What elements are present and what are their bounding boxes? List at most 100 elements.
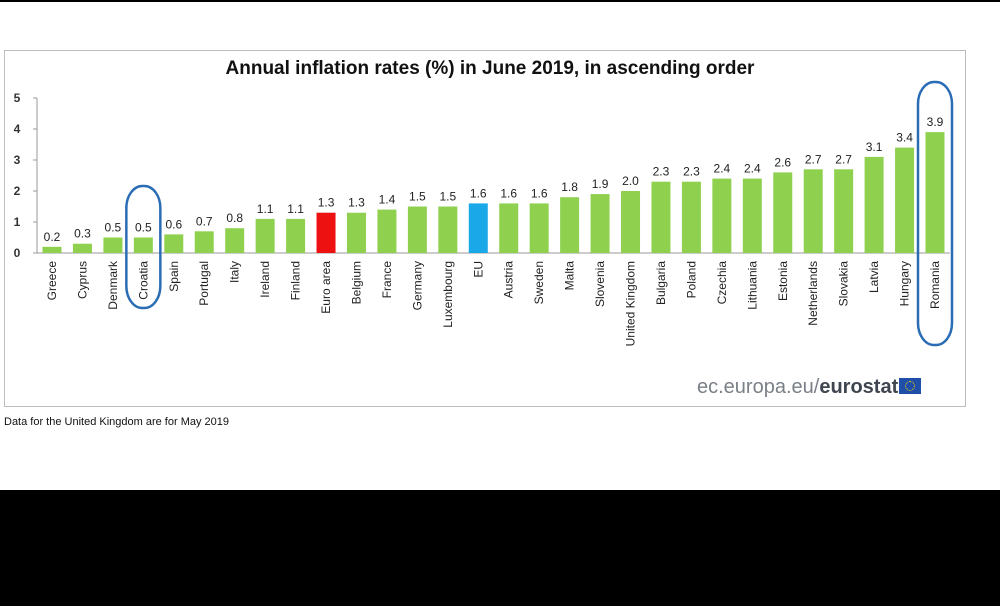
category-label: Czechia <box>715 261 729 305</box>
bar-lithuania <box>742 178 762 253</box>
data-label: 1.3 <box>348 196 365 210</box>
bar-cyprus <box>72 243 92 253</box>
category-label: Romania <box>928 261 942 309</box>
data-label: 1.3 <box>318 196 335 210</box>
category-label: Greece <box>45 261 59 301</box>
category-label: Poland <box>684 261 698 298</box>
y-tick-label: 2 <box>14 184 21 198</box>
bar-france <box>377 209 397 253</box>
category-label: Lithuania <box>745 261 759 310</box>
black-bottom-bar <box>0 490 1000 606</box>
data-label: 2.0 <box>622 174 639 188</box>
category-label: Netherlands <box>806 261 820 326</box>
bar-croatia <box>133 237 153 253</box>
data-label: 3.4 <box>896 131 913 145</box>
y-tick-label: 0 <box>14 246 21 260</box>
data-label: 1.4 <box>379 193 396 207</box>
bar-bulgaria <box>651 181 671 253</box>
category-label: Finland <box>289 261 303 300</box>
data-label: 1.6 <box>500 186 517 200</box>
bar-chart: 0 1 2 3 4 5 0.2 Greece 0.3 Cyprus 0.5 Denmark 0.5 Cro… <box>14 80 954 347</box>
eu-flag-icon <box>899 378 922 394</box>
bar-euro-area <box>316 212 336 253</box>
category-label: Croatia <box>136 261 150 300</box>
bar-poland <box>681 181 701 253</box>
data-label: 1.5 <box>409 190 426 204</box>
data-label: 1.8 <box>561 180 578 194</box>
data-label: 1.5 <box>439 190 456 204</box>
category-label: Hungary <box>898 261 912 306</box>
category-label: Sweden <box>532 261 546 304</box>
bar-finland <box>286 218 306 253</box>
data-label: 0.5 <box>135 221 152 235</box>
source-domain: ec.europa.eu/ <box>697 376 820 398</box>
y-tick-label: 5 <box>14 91 21 105</box>
data-label: 1.6 <box>470 186 487 200</box>
bar-ireland <box>255 218 275 253</box>
annotation-circle-romania <box>916 80 954 347</box>
category-label: Malta <box>563 261 577 291</box>
category-label: Estonia <box>776 261 790 301</box>
bar-romania <box>925 132 945 253</box>
category-label: Slovakia <box>837 261 851 307</box>
data-label: 0.5 <box>105 221 122 235</box>
y-tick-label: 4 <box>14 122 21 136</box>
data-label: 0.6 <box>165 217 182 231</box>
data-label: 0.7 <box>196 214 213 228</box>
category-label: Belgium <box>349 261 363 304</box>
data-label: 2.4 <box>744 162 761 176</box>
category-label: Ireland <box>258 261 272 298</box>
category-label: Cyprus <box>75 261 89 299</box>
bar-portugal <box>194 231 214 253</box>
data-label: 2.3 <box>653 165 670 179</box>
category-label: Italy <box>228 261 242 283</box>
top-border <box>0 0 1000 2</box>
data-label: 2.4 <box>714 162 731 176</box>
data-label: 1.1 <box>257 202 274 216</box>
bar-united-kingdom <box>621 191 641 253</box>
bar-eu <box>468 203 488 253</box>
bar-italy <box>225 228 245 253</box>
category-label: Austria <box>502 261 516 299</box>
data-label: 2.6 <box>774 155 791 169</box>
y-tick-label: 1 <box>14 215 21 229</box>
bar-germany <box>407 206 427 253</box>
bar-malta <box>560 197 580 253</box>
data-label: 0.2 <box>44 230 61 244</box>
bar-sweden <box>529 203 549 253</box>
annotation-circle-croatia <box>125 184 162 310</box>
category-label: EU <box>471 261 485 278</box>
data-label: 1.6 <box>531 186 548 200</box>
category-label: Bulgaria <box>654 261 668 305</box>
bar-slovenia <box>590 194 610 253</box>
bar-spain <box>164 234 184 253</box>
bar-hungary <box>895 147 915 253</box>
bar-slovakia <box>834 169 854 253</box>
source-logo: ec.europa.eu/eurostat <box>697 376 922 399</box>
bar-latvia <box>864 156 884 253</box>
bar-netherlands <box>803 169 823 253</box>
footnote: Data for the United Kingdom are for May … <box>4 416 230 428</box>
y-tick-label: 3 <box>14 153 21 167</box>
category-label: Euro area <box>319 261 333 314</box>
bar-estonia <box>773 172 793 253</box>
category-label: Slovenia <box>593 261 607 307</box>
category-label: Germany <box>410 261 424 310</box>
category-label: Luxembourg <box>441 261 455 328</box>
bar-austria <box>499 203 519 253</box>
bar-czechia <box>712 178 732 253</box>
data-label: 0.3 <box>74 227 91 241</box>
data-label: 0.8 <box>226 211 243 225</box>
category-label: Denmark <box>106 260 120 310</box>
bar-greece <box>42 246 62 253</box>
data-label: 2.3 <box>683 165 700 179</box>
category-label: Spain <box>167 261 181 292</box>
bar-denmark <box>103 237 123 253</box>
data-label: 2.7 <box>835 152 852 166</box>
data-label: 1.9 <box>592 177 609 191</box>
data-label: 3.9 <box>927 115 944 129</box>
bar-belgium <box>346 212 366 253</box>
category-label: United Kingdom <box>624 261 638 346</box>
bar-luxembourg <box>438 206 458 253</box>
category-label: France <box>380 261 394 299</box>
